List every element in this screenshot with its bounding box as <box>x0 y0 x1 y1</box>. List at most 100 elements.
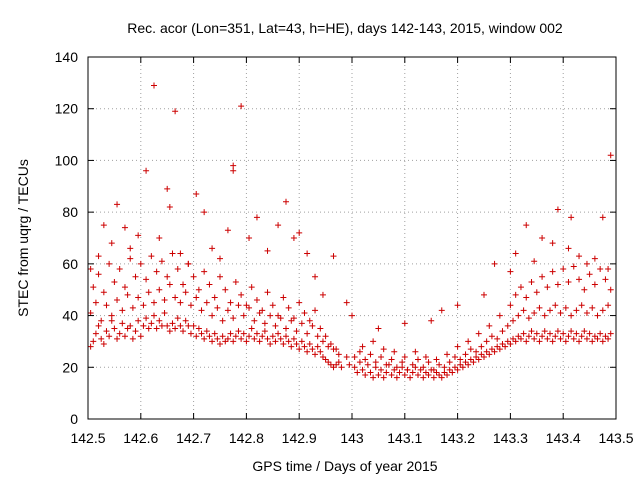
data-point <box>108 312 115 319</box>
data-point <box>100 222 107 229</box>
data-point <box>187 330 194 337</box>
data-point <box>415 356 421 363</box>
data-point <box>201 335 208 342</box>
data-point <box>499 328 506 335</box>
data-point <box>409 369 416 376</box>
data-point <box>589 304 596 311</box>
data-point <box>391 366 398 373</box>
x-tick-label: 143.1 <box>387 430 422 446</box>
data-point <box>483 338 490 345</box>
data-point <box>293 328 300 335</box>
data-point <box>206 333 213 340</box>
data-point <box>412 364 419 371</box>
axis-ticks <box>87 56 617 420</box>
data-point <box>335 351 342 358</box>
data-point <box>420 374 427 381</box>
x-tick-label: 142.8 <box>229 430 264 446</box>
data-point <box>272 322 279 329</box>
data-point <box>362 356 369 363</box>
data-point <box>298 320 305 327</box>
data-point <box>407 374 414 381</box>
data-point <box>483 348 490 355</box>
y-tick-label: 40 <box>62 308 78 324</box>
data-point <box>312 307 319 314</box>
data-point <box>499 341 506 348</box>
data-point <box>166 328 173 335</box>
data-point <box>290 335 297 342</box>
data-point <box>335 359 342 366</box>
data-point <box>283 333 289 340</box>
data-point <box>547 307 553 314</box>
x-tick-labels: 142.5 142.6 142.7 142.8 142.9 143 143.1 143.2 14… <box>70 430 633 446</box>
data-point <box>275 330 282 337</box>
data-point <box>248 325 255 332</box>
data-point <box>599 338 606 345</box>
y-tick-label: 0 <box>70 411 78 427</box>
data-point <box>153 325 160 332</box>
data-point <box>161 309 168 316</box>
data-point <box>243 302 250 309</box>
data-point <box>288 343 295 350</box>
data-point <box>539 273 546 280</box>
data-point <box>425 359 432 366</box>
data-point <box>356 359 363 366</box>
data-point <box>180 328 187 335</box>
data-point <box>103 302 110 309</box>
data-point <box>153 268 160 275</box>
data-point <box>224 307 231 314</box>
data-point <box>454 366 461 373</box>
data-point <box>433 369 440 376</box>
data-point <box>586 330 593 337</box>
data-point <box>246 304 253 311</box>
data-point <box>92 299 99 306</box>
data-point <box>230 162 237 169</box>
data-point <box>145 289 152 296</box>
data-point <box>206 281 213 288</box>
data-point <box>312 273 319 280</box>
data-point <box>145 325 152 332</box>
data-point <box>486 351 493 358</box>
data-point <box>172 325 179 332</box>
data-point <box>304 348 311 355</box>
data-point <box>203 328 210 335</box>
data-point <box>536 304 543 311</box>
data-point <box>114 201 121 208</box>
data-point <box>251 317 258 324</box>
data-point <box>156 235 163 241</box>
data-point <box>454 343 461 350</box>
x-axis-label: GPS time / Days of year 2015 <box>252 458 437 474</box>
data-point <box>103 328 110 335</box>
data-point <box>562 338 569 345</box>
data-point <box>214 304 221 311</box>
x-tick-label: 142.9 <box>282 430 317 446</box>
data-point <box>512 250 519 257</box>
data-point <box>317 348 324 355</box>
data-point <box>148 253 155 260</box>
data-point <box>481 353 487 360</box>
data-point <box>507 302 514 309</box>
data-point <box>240 330 247 337</box>
data-point <box>114 335 121 342</box>
data-point <box>217 255 223 262</box>
data-point <box>401 320 408 327</box>
data-point <box>560 330 567 337</box>
data-point <box>560 266 567 273</box>
data-point <box>98 335 105 342</box>
data-point <box>354 369 361 376</box>
data-point <box>121 333 128 340</box>
data-point <box>330 253 337 260</box>
data-point <box>232 278 239 285</box>
data-point <box>272 338 279 345</box>
data-point <box>459 364 466 371</box>
data-point <box>193 191 200 198</box>
data-point <box>594 335 601 342</box>
data-point <box>605 335 612 342</box>
data-point <box>367 351 374 358</box>
data-point <box>193 294 200 301</box>
data-point <box>565 278 572 285</box>
data-point <box>261 328 268 335</box>
data-point <box>319 338 326 345</box>
data-point <box>370 338 377 345</box>
data-point <box>502 343 509 350</box>
data-point <box>217 341 223 348</box>
